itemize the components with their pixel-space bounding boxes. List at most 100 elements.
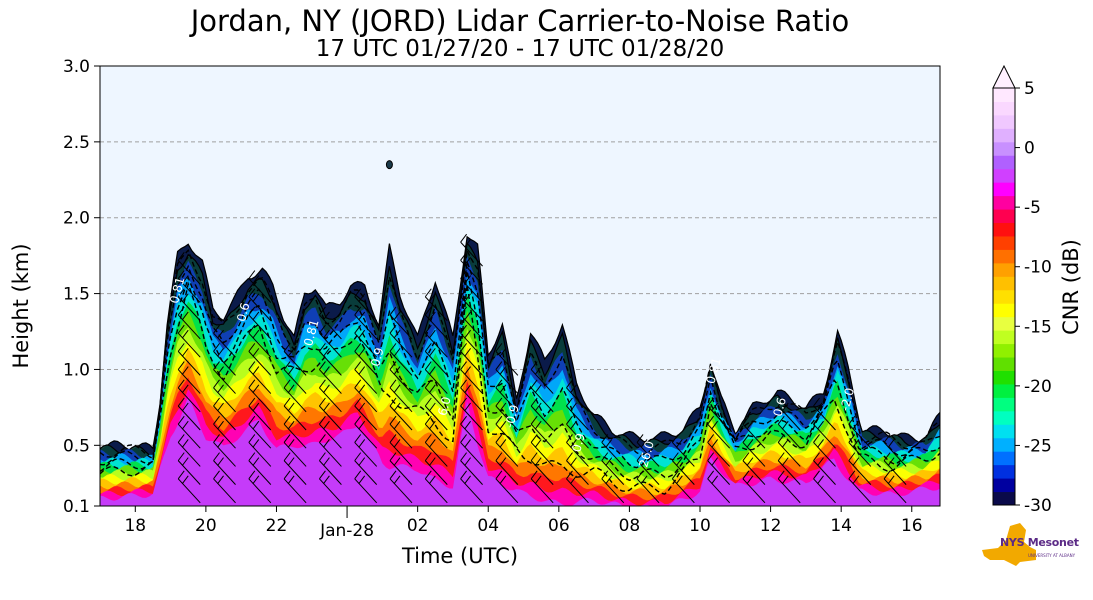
wind-barb [319,415,342,449]
wind-barb [495,343,519,376]
wind-barb [495,379,519,413]
wind-barb [707,470,731,504]
wind-barb-staff [354,478,378,504]
contour-label-10: -2.0 [838,386,858,412]
colorbar-segment [993,303,1015,318]
wind-barb-flag [181,475,189,485]
wind-barb [424,379,448,413]
wind-barb [283,415,307,449]
wind-barb [177,434,201,467]
wind-barb-flag [742,415,750,425]
wind-barb-flag [746,420,754,430]
chart-subtitle: 17 UTC 01/27/20 - 17 UTC 01/28/20 [315,36,725,62]
wind-barb [354,415,378,449]
wind-barb-flag [283,470,291,480]
wind-barb-flag [252,329,260,339]
wind-barb-flag [495,361,503,370]
wind-barb [354,361,378,394]
wind-barb-staff [530,369,554,394]
wind-barb [213,343,236,376]
wind-barb-flag [534,457,542,466]
axes: 0.1 0.5 1.0 1.5 2.0 2.5 3.0 18 20 22 Jan-28 02 04 06 0… [9,57,941,568]
wind-barb-flag [424,343,432,352]
wind-barb-staff [460,369,483,394]
wind-barb-flag [181,384,189,394]
wind-barb-flag [177,415,185,425]
wind-barb [671,452,695,485]
wind-barb-flag [675,439,683,448]
y-tick-label-2: 1.0 [63,360,90,380]
x-tick-label-1: 20 [195,516,217,536]
colorbar-segment [993,168,1015,183]
colorbar-segment [993,343,1015,358]
wind-barb-flag [671,434,679,443]
wind-barb-flag [817,439,824,448]
wind-barb-flag [777,397,785,407]
wind-barb [460,252,483,285]
wind-barb-flag [252,293,260,303]
wind-barb-flag [354,397,362,407]
wind-barb-staff [389,423,413,449]
wind-barb-staff [777,423,801,449]
wind-barb-staff [248,369,272,394]
wind-barb [389,343,413,376]
colorbar-tick-label-1: 0 [1024,139,1035,159]
wind-barb-staff [283,423,307,449]
wind-barb-staff [248,423,272,449]
wind-barb-flag [570,457,577,466]
wind-barb-flag [534,439,542,448]
wind-barb-flag [181,457,189,466]
wind-barb-flag [354,361,362,370]
wind-barb-flag [213,470,220,480]
wind-barb [248,452,272,485]
wind-barb [601,470,625,504]
wind-barb-staff [213,460,236,485]
wind-barb-staff [813,423,836,449]
wind-barb-staff [601,442,625,467]
wind-barb-flag [181,257,189,266]
wind-barb-flag [464,475,471,485]
wind-barb [319,470,342,504]
colorbar-segment [993,437,1015,452]
wind-barb [177,470,201,504]
wind-barb-staff [883,442,907,467]
colorbar-title: CNR (dB) [1059,239,1083,335]
wind-barb [389,415,413,449]
wind-barb-flag [213,415,220,425]
wind-barb-flag [287,384,295,394]
x-tick-label-11: 16 [901,516,923,536]
wind-barb-flag [777,470,785,480]
wind-barb-staff [389,332,413,358]
wind-barb-flag [181,366,189,375]
wind-barb [389,397,413,431]
wind-barb-flag [323,348,330,357]
wind-barb [177,306,201,340]
wind-barb-flag [358,329,366,339]
wind-barb-flag [570,384,577,394]
wind-barb-staff [495,351,519,376]
wind-barb-staff [707,478,731,504]
wind-barb-flag [848,452,856,461]
wind-barb [495,434,519,467]
wind-barb-staff [813,442,836,467]
wind-barb-flag [319,379,326,389]
wind-barb [566,434,589,467]
wind-barb [530,397,554,431]
wind-barb-flag [464,457,471,466]
wind-barb-flag [777,415,785,425]
wind-barb-flag [252,384,260,394]
wind-barb-flag [319,470,326,480]
wind-barb [460,361,483,394]
wind-barb-flag [393,329,401,339]
wind-barb-flag [464,420,471,430]
x-tick-label-4: 02 [407,516,429,536]
wind-barb-flag [781,402,789,412]
wind-barb-flag [813,452,820,461]
wind-barb [354,452,378,485]
wind-barb-staff [424,314,448,340]
wind-barb-flag [495,379,503,389]
wind-barb-staff [177,423,201,449]
wind-barb-flag [495,343,503,352]
wind-barb-staff [177,442,201,467]
